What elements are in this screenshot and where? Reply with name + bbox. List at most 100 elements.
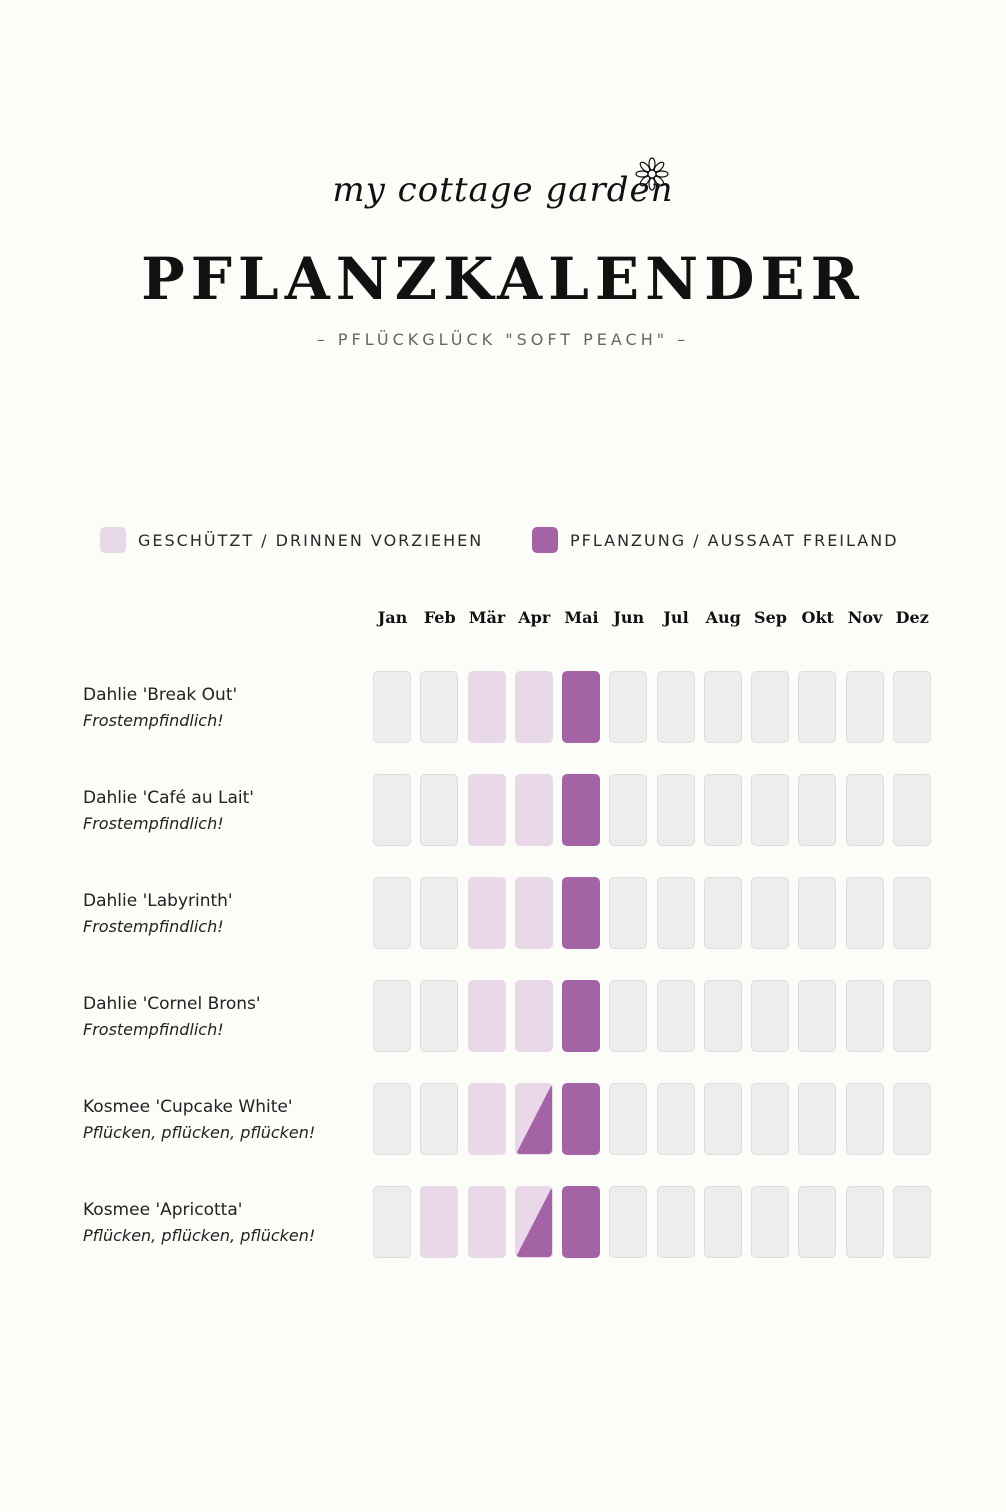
page-subtitle: – PFLÜCKGLÜCK "SOFT PEACH" – [316,330,690,349]
month-cell-mai [562,980,600,1052]
month-cell-nov [845,877,884,949]
month-cell-mär [467,980,506,1052]
month-cell-feb [420,1186,459,1258]
plant-name: Dahlie 'Café au Lait' [83,788,254,808]
month-cell-aug [703,774,742,846]
plant-row: Kosmee 'Cupcake White' Pflücken, pflücken… [0,1083,1006,1157]
month-cell-jun [609,671,648,743]
month-cell-sep [751,671,789,743]
legend-swatch-outdoor [532,527,558,553]
month-cell-nov [845,1186,884,1258]
plant-note: Pflücken, pflücken, pflücken! [83,1123,316,1142]
month-cell-mai [562,671,600,743]
month-cell-feb [420,1083,459,1155]
month-cell-mär [467,1186,506,1258]
month-cell-okt [798,877,837,949]
month-label: Okt [801,608,834,627]
month-cell-aug [703,1186,742,1258]
month-cell-dez [892,1186,931,1258]
month-cell-aug [703,980,742,1052]
month-cell-sep [751,980,789,1052]
plant-name: Dahlie 'Break Out' [83,685,238,705]
month-cell-jan [373,1186,411,1258]
month-cell-mär [467,671,506,743]
month-cell-mai [562,1083,600,1155]
month-label: Nov [847,608,883,627]
month-cell-dez [892,980,931,1052]
month-cell-feb [420,980,459,1052]
page-title: PFLANZKALENDER [141,245,865,313]
plant-name: Kosmee 'Apricotta' [83,1200,243,1220]
plant-name: Kosmee 'Cupcake White' [83,1097,293,1117]
month-cell-jul [656,877,695,949]
month-cell-jan [373,671,411,743]
plant-note: Pflücken, pflücken, pflücken! [83,1226,316,1245]
month-cell-sep [751,1083,789,1155]
month-cell-mai [562,877,600,949]
month-cell-mär [467,1083,506,1155]
plant-note: Frostempfindlich! [83,814,224,833]
plant-row: Dahlie 'Cornel Brons' Frostempfindlich! [0,980,1006,1054]
month-cell-sep [751,877,789,949]
legend: GESCHÜTZT / DRINNEN VORZIEHEN PFLANZUNG … [100,527,960,555]
plant-name: Dahlie 'Cornel Brons' [83,994,261,1014]
month-cell-aug [703,1083,742,1155]
plant-row: Dahlie 'Café au Lait' Frostempfindlich! [0,774,1006,848]
month-cell-sep [751,774,789,846]
month-cell-feb [420,671,459,743]
month-cell-sep [751,1186,789,1258]
legend-item-protected: GESCHÜTZT / DRINNEN VORZIEHEN [100,527,483,553]
month-cell-jul [656,1186,695,1258]
legend-label-protected: GESCHÜTZT / DRINNEN VORZIEHEN [138,530,484,550]
month-cell-okt [798,671,837,743]
month-cell-nov [845,980,884,1052]
month-cell-mär [467,774,506,846]
plant-note: Frostempfindlich! [83,917,224,936]
month-cell-jul [656,671,695,743]
month-cell-aug [703,877,742,949]
month-cell-feb [420,774,459,846]
month-cell-jan [373,774,411,846]
month-cell-dez [892,877,931,949]
plant-row: Kosmee 'Apricotta' Pflücken, pflücken, pf… [0,1186,1006,1260]
month-cell-jun [609,1186,648,1258]
month-cell-apr [514,1186,553,1258]
flower-icon [635,157,669,191]
month-cell-mai [562,1186,600,1258]
month-cell-jul [656,774,695,846]
month-cell-mär [467,877,506,949]
month-cell-jun [609,877,648,949]
month-cell-jun [609,1083,648,1155]
month-cell-jan [373,877,411,949]
month-cell-dez [892,774,931,846]
month-cell-apr [514,671,553,743]
month-label: Mai [564,608,599,627]
month-label: Jul [663,608,689,627]
month-cell-jul [656,980,695,1052]
month-cell-apr [514,877,553,949]
month-cell-aug [703,671,742,743]
month-cell-nov [845,774,884,846]
month-cell-apr [514,774,553,846]
month-cell-mai [562,774,600,846]
month-cell-apr [514,1083,553,1155]
brand-logo-text: my cottage garden [332,170,674,210]
month-cell-jun [609,774,648,846]
legend-swatch-protected [100,527,126,553]
month-label: Aug [705,608,741,627]
month-cell-apr [514,980,553,1052]
month-cell-okt [798,980,837,1052]
month-cell-nov [845,1083,884,1155]
month-label: Dez [895,608,929,627]
split-triangle [515,1084,552,1154]
split-triangle [515,1187,552,1257]
month-cell-okt [798,1083,837,1155]
plant-name: Dahlie 'Labyrinth' [83,891,233,911]
legend-label-outdoor: PFLANZUNG / AUSSAAT FREILAND [570,530,899,550]
month-cell-dez [892,671,931,743]
month-label: Jan [377,608,408,627]
plant-note: Frostempfindlich! [83,1020,224,1039]
month-cell-okt [798,1186,837,1258]
month-label: Sep [754,608,787,627]
month-cell-nov [845,671,884,743]
